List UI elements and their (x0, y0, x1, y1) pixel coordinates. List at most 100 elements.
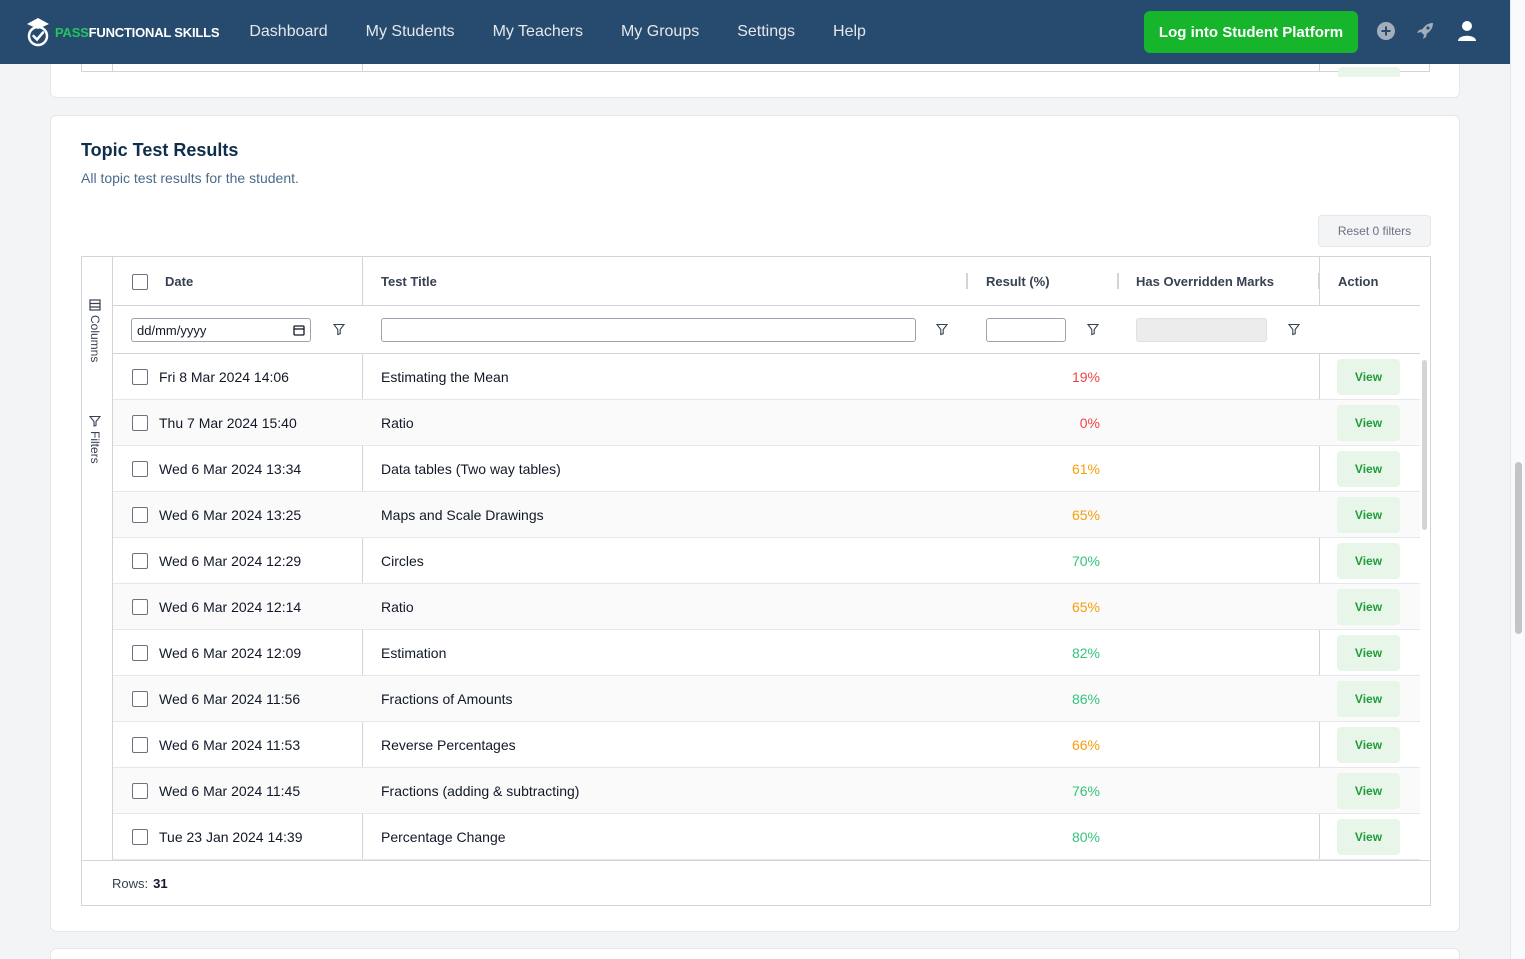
row-checkbox[interactable] (132, 691, 148, 707)
row-checkbox[interactable] (132, 553, 148, 569)
row-result: 65% (1071, 599, 1100, 615)
row-title: Fractions (adding & subtracting) (381, 783, 580, 799)
nav-my-groups[interactable]: My Groups (620, 23, 700, 40)
nav-settings[interactable]: Settings (737, 23, 796, 40)
calendar-icon[interactable] (293, 324, 305, 336)
column-resize-handle[interactable] (1318, 273, 1320, 289)
row-title: Ratio (381, 415, 414, 431)
columns-tab-label: Columns (88, 315, 102, 363)
user-icon[interactable] (1456, 20, 1478, 42)
select-all-checkbox-wrap (132, 257, 148, 306)
table-body: Fri 8 Mar 2024 14:06 Estimating the Mean… (113, 354, 1420, 860)
results-grid: Columns Filters Date Test Title Result (… (81, 256, 1431, 906)
header-date[interactable]: Date (165, 274, 194, 289)
table-row: Wed 6 Mar 2024 12:14 Ratio 65% View (113, 584, 1420, 630)
row-title: Data tables (Two way tables) (381, 461, 561, 477)
section-subtitle: All topic test results for the student. (81, 170, 299, 186)
graduation-cap-icon (27, 18, 49, 47)
column-resize-handle[interactable] (966, 273, 968, 289)
view-button[interactable]: View (1337, 497, 1400, 533)
table-row: Wed 6 Mar 2024 12:09 Estimation 82% View (113, 630, 1420, 676)
row-title: Ratio (381, 599, 414, 615)
date-filter-icon[interactable] (332, 322, 346, 336)
nav-my-students[interactable]: My Students (365, 23, 455, 40)
table-row: Wed 6 Mar 2024 13:25 Maps and Scale Draw… (113, 492, 1420, 538)
table-filter-row: dd/mm/yyyy (113, 306, 1420, 354)
grid-scrollbar[interactable] (1420, 354, 1431, 860)
topic-test-results-card: Topic Test Results All topic test result… (50, 115, 1460, 932)
row-result: 86% (1071, 691, 1100, 707)
view-button[interactable]: View (1337, 451, 1400, 487)
view-button[interactable]: View (1337, 773, 1400, 809)
view-button[interactable]: View (1337, 819, 1400, 855)
title-filter-input[interactable] (381, 318, 916, 342)
result-filter-icon[interactable] (1086, 322, 1100, 336)
row-date: Tue 23 Jan 2024 14:39 (159, 829, 303, 845)
row-checkbox[interactable] (132, 507, 148, 523)
previous-view-button[interactable] (1338, 67, 1400, 77)
row-title: Reverse Percentages (381, 737, 516, 753)
reset-filters-button[interactable]: Reset 0 filters (1318, 215, 1431, 247)
top-navbar: PASSFUNCTIONAL SKILLS Dashboard My Stude… (0, 0, 1510, 64)
table-row: Fri 8 Mar 2024 14:06 Estimating the Mean… (113, 354, 1420, 400)
grid-sidebar: Columns Filters (82, 257, 113, 860)
next-section-card (50, 948, 1460, 959)
header-overridden-marks[interactable]: Has Overridden Marks (1136, 274, 1275, 289)
header-test-title[interactable]: Test Title (381, 274, 437, 289)
row-checkbox[interactable] (132, 415, 148, 431)
row-title: Maps and Scale Drawings (381, 507, 544, 523)
overridden-filter-icon[interactable] (1287, 322, 1301, 336)
nav-my-teachers[interactable]: My Teachers (492, 23, 583, 40)
rows-count: 31 (153, 875, 168, 891)
table-row: Tue 23 Jan 2024 14:39 Percentage Change … (113, 814, 1420, 860)
column-divider (362, 257, 363, 860)
grid-scrollbar-thumb[interactable] (1422, 360, 1427, 530)
view-button[interactable]: View (1337, 543, 1400, 579)
table-row: Wed 6 Mar 2024 11:56 Fractions of Amount… (113, 676, 1420, 722)
columns-tab[interactable]: Columns (88, 299, 102, 362)
row-title: Estimation (381, 645, 447, 661)
row-checkbox[interactable] (132, 783, 148, 799)
view-button[interactable]: View (1337, 635, 1400, 671)
header-result[interactable]: Result (%) (986, 274, 1050, 289)
plus-circle-icon[interactable] (1375, 20, 1397, 42)
funnel-icon (89, 415, 101, 427)
row-checkbox[interactable] (132, 645, 148, 661)
view-button[interactable]: View (1337, 727, 1400, 763)
row-date: Fri 8 Mar 2024 14:06 (159, 369, 289, 385)
view-button[interactable]: View (1337, 359, 1400, 395)
row-title: Percentage Change (381, 829, 506, 845)
nav-dashboard[interactable]: Dashboard (249, 23, 328, 40)
rocket-icon[interactable] (1414, 20, 1436, 42)
result-filter-input[interactable] (986, 318, 1066, 342)
row-result: 76% (1071, 783, 1100, 799)
select-all-checkbox[interactable] (132, 273, 148, 290)
date-filter-input[interactable]: dd/mm/yyyy (131, 318, 311, 342)
title-filter-icon[interactable] (935, 322, 949, 336)
view-button[interactable]: View (1337, 681, 1400, 717)
row-checkbox[interactable] (132, 599, 148, 615)
page-scrollbar[interactable] (1510, 0, 1525, 959)
row-checkbox[interactable] (132, 829, 148, 845)
row-result: 66% (1071, 737, 1100, 753)
table-row: Wed 6 Mar 2024 11:53 Reverse Percentages… (113, 722, 1420, 768)
page-scrollbar-thumb[interactable] (1515, 462, 1522, 634)
view-button[interactable]: View (1337, 405, 1400, 441)
nav-links: Dashboard My Students My Teachers My Gro… (249, 23, 904, 41)
column-resize-handle[interactable] (1117, 273, 1119, 289)
row-checkbox[interactable] (132, 737, 148, 753)
nav-help[interactable]: Help (833, 23, 866, 40)
brand-logo[interactable]: PASSFUNCTIONAL SKILLS (25, 16, 220, 48)
row-checkbox[interactable] (132, 461, 148, 477)
overridden-filter-input[interactable] (1136, 318, 1267, 342)
row-date: Thu 7 Mar 2024 15:40 (159, 415, 297, 431)
row-title: Fractions of Amounts (381, 691, 513, 707)
row-result: 82% (1071, 645, 1100, 661)
row-title: Circles (381, 553, 424, 569)
date-filter-placeholder: dd/mm/yyyy (137, 322, 207, 338)
row-checkbox[interactable] (132, 369, 148, 385)
row-date: Wed 6 Mar 2024 11:53 (159, 737, 301, 753)
login-student-platform-button[interactable]: Log into Student Platform (1144, 11, 1358, 53)
filters-tab[interactable]: Filters (88, 415, 102, 464)
view-button[interactable]: View (1337, 589, 1400, 625)
